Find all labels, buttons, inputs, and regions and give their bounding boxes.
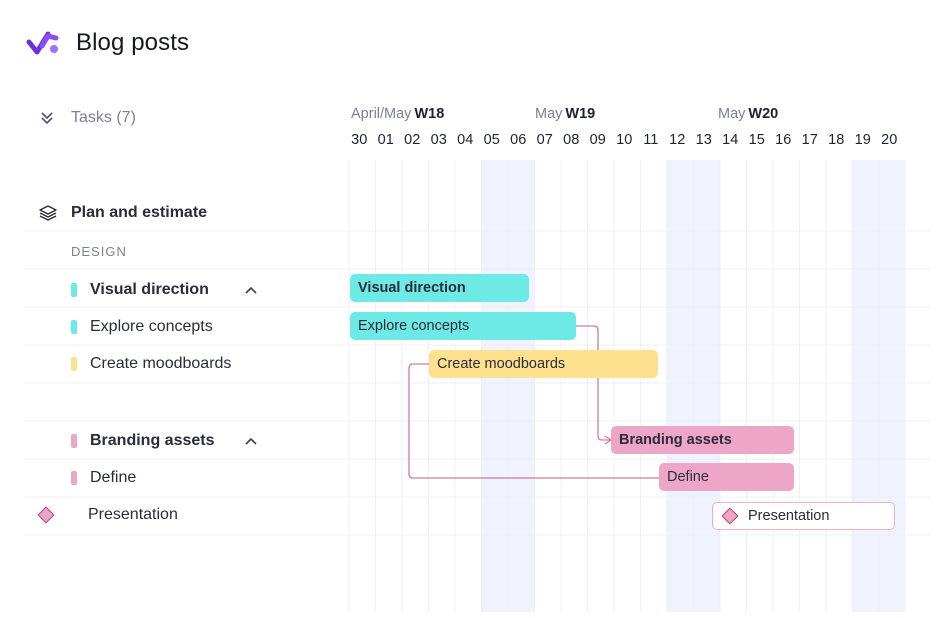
day-label: 12 — [669, 132, 686, 148]
bar-label: Explore concepts — [358, 318, 470, 334]
week-label-w19: May W19 — [535, 106, 596, 122]
day-label: 02 — [404, 132, 421, 148]
chevron-up-icon[interactable] — [244, 436, 258, 446]
tasks-count-label: Tasks (7) — [71, 109, 136, 126]
color-swatch — [71, 320, 77, 334]
row-label-text: Presentation — [88, 506, 178, 523]
bar-label: Create moodboards — [437, 356, 566, 372]
day-label: 14 — [722, 132, 739, 148]
weekend-column — [852, 160, 879, 612]
day-label: 06 — [510, 132, 527, 148]
weekend-column — [693, 160, 720, 612]
color-swatch — [71, 471, 77, 485]
weekend-column — [879, 160, 906, 612]
day-label: 09 — [589, 132, 606, 148]
diamond-milestone-icon — [37, 506, 55, 524]
day-label: 07 — [536, 132, 553, 148]
connector-moodboards-to-define — [408, 363, 659, 479]
bar-label: Branding assets — [619, 432, 732, 448]
week-label-w20: May W20 — [718, 106, 779, 122]
bar-branding-assets[interactable]: Branding assets — [611, 426, 794, 454]
day-label: 04 — [457, 132, 474, 148]
checkmark-logo-icon — [26, 31, 59, 55]
bar-explore-concepts[interactable]: Explore concepts — [350, 312, 576, 340]
row-label-text: Explore concepts — [90, 318, 213, 335]
bar-create-moodboards[interactable]: Create moodboards — [429, 350, 658, 378]
day-label: 20 — [881, 132, 898, 148]
connector-explore-to-branding — [576, 325, 611, 441]
day-label: 30 — [351, 132, 368, 148]
diamond-milestone-icon — [721, 507, 739, 525]
row-label-text: Visual direction — [90, 281, 209, 298]
day-label: 10 — [616, 132, 633, 148]
row-presentation[interactable]: Presentation — [37, 503, 178, 527]
bar-label: Visual direction — [358, 280, 466, 296]
row-label-text: Branding assets — [90, 432, 215, 449]
app-header: Blog posts — [26, 26, 189, 60]
color-swatch — [71, 434, 77, 448]
layers-icon — [39, 205, 57, 221]
week-label-w18: April/May W18 — [351, 106, 445, 122]
weekend-column — [481, 160, 508, 612]
day-label: 05 — [483, 132, 500, 148]
chevrons-down-icon[interactable] — [38, 109, 56, 127]
color-swatch — [71, 283, 77, 297]
row-explore-concepts[interactable]: Explore concepts — [71, 315, 213, 339]
row-visual-direction[interactable]: Visual direction — [71, 278, 209, 302]
row-label-text: Create moodboards — [90, 355, 232, 372]
row-label-text: Define — [90, 469, 137, 486]
day-label: 19 — [854, 132, 871, 148]
day-label: 15 — [748, 132, 765, 148]
day-label: 16 — [775, 132, 792, 148]
chevron-up-icon[interactable] — [244, 285, 258, 295]
tasks-header[interactable]: Tasks (7) — [38, 106, 136, 130]
day-label: 08 — [563, 132, 580, 148]
day-label: 11 — [643, 132, 659, 148]
dependency-connectors — [408, 325, 659, 479]
color-swatch — [71, 357, 77, 371]
section-design: DESIGN — [71, 239, 127, 263]
weekend-columns — [481, 160, 906, 612]
row-create-moodboards[interactable]: Create moodboards — [71, 352, 231, 376]
weekend-column — [667, 160, 694, 612]
day-label: 01 — [377, 132, 394, 148]
day-grid-lines — [348, 160, 880, 612]
weekend-column — [508, 160, 535, 612]
bar-label: Define — [667, 469, 709, 485]
day-label: 13 — [695, 132, 712, 148]
row-plan-and-estimate[interactable]: Plan and estimate — [38, 201, 207, 225]
row-define[interactable]: Define — [71, 466, 136, 490]
day-label: 17 — [801, 132, 818, 148]
bar-presentation[interactable]: Presentation — [712, 502, 895, 530]
bar-label: Presentation — [748, 508, 830, 524]
row-branding-assets[interactable]: Branding assets — [71, 429, 214, 453]
page-title: Blog posts — [76, 29, 190, 56]
row-label-text: Plan and estimate — [71, 204, 208, 221]
day-label: 03 — [430, 132, 447, 148]
section-label: DESIGN — [71, 243, 127, 259]
bar-visual-direction[interactable]: Visual direction — [350, 274, 529, 302]
day-label: 18 — [828, 132, 845, 148]
bar-define[interactable]: Define — [659, 463, 794, 491]
